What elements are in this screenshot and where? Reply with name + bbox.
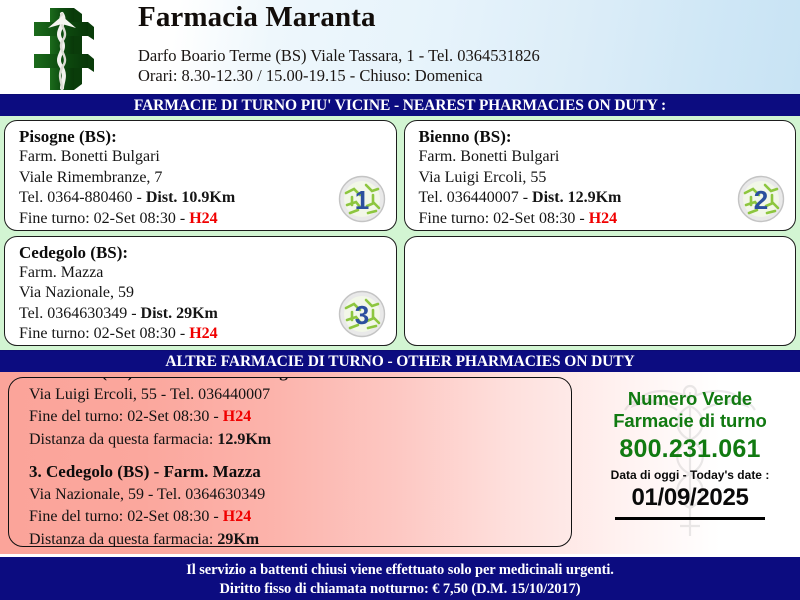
- info-panel-content: Numero Verde Farmacie di turno 800.231.0…: [580, 372, 800, 520]
- band-other-pharmacies: ALTRE FARMACIE DI TURNO - OTHER PHARMACI…: [0, 350, 800, 372]
- page-header: Farmacia Maranta Darfo Boario Terme (BS)…: [0, 0, 800, 94]
- other-distance-label: Distanza da questa farmacia:: [29, 530, 218, 547]
- map-badge-3-icon: 3: [338, 290, 386, 338]
- other-distance: Distanza da questa farmacia: 29Km: [29, 529, 571, 547]
- other-distance: Distanza da questa farmacia: 12.9Km: [29, 429, 571, 452]
- card-street: Viale Rimembranze, 7: [19, 168, 163, 186]
- other-h24-flag: H24: [222, 408, 252, 425]
- green-number-phone: 800.231.061: [619, 435, 761, 463]
- card-street: Via Nazionale, 59: [19, 284, 134, 301]
- caduceus-watermark-icon: [595, 376, 785, 553]
- card-h24-flag: H24: [189, 209, 218, 227]
- card-pharmacy: Farm. Mazza: [19, 263, 104, 281]
- other-address: Via Nazionale, 59 - Tel. 0364630349: [29, 485, 266, 503]
- nearest-card-4-empty[interactable]: [403, 235, 796, 346]
- pharmacy-cross-caduceus-logo-icon: [14, 2, 104, 92]
- page-footer: Il servizio a battenti chiusi viene effe…: [0, 557, 800, 600]
- other-pharmacies-section: 2. Bienno (BS) - Farm. Bonetti Bulgari V…: [0, 372, 800, 554]
- today-date-value: 01/09/2025: [631, 484, 749, 511]
- nearest-card-grid: Pisogne (BS): Farm. Bonetti Bulgari Vial…: [4, 120, 796, 346]
- card-tel: Tel. 0364-880460 -: [19, 189, 146, 206]
- card-tel-distance: Tel. 0364630349 - Dist. 29Km: [19, 304, 386, 325]
- card-distance: Dist. 29Km: [140, 304, 218, 322]
- footer-line-1: Il servizio a battenti chiusi viene effe…: [186, 562, 614, 578]
- scroll-content: 2. Bienno (BS) - Farm. Bonetti Bulgari V…: [29, 378, 571, 547]
- entry-spacer: [29, 451, 571, 461]
- other-address: Via Luigi Ercoli, 55 - Tel. 036440007: [29, 385, 271, 403]
- header-hours: Orari: 8.30-12.30 / 15.00-19.15 - Chiuso…: [138, 66, 483, 85]
- other-shift-text: Fine del turno: 02-Set 08:30 -: [29, 408, 223, 425]
- nearest-card-1[interactable]: Pisogne (BS): Farm. Bonetti Bulgari Vial…: [4, 120, 397, 231]
- today-date-label: Data di oggi - Today's date :: [610, 468, 770, 482]
- other-heading: 3. Cedegolo (BS) - Farm. Mazza: [29, 462, 261, 481]
- card-shift: Fine turno: 02-Set 08:30 - H24: [419, 209, 786, 230]
- page-title: Farmacia Maranta: [138, 1, 376, 33]
- card-tel: Tel. 0364630349 -: [19, 304, 141, 322]
- badge-number: 2: [754, 185, 768, 215]
- card-h24-flag: H24: [189, 325, 218, 342]
- nearest-card-2[interactable]: Bienno (BS): Farm. Bonetti Bulgari Via L…: [403, 120, 796, 231]
- date-underline-rule: [615, 517, 765, 520]
- header-address: Darfo Boario Terme (BS) Viale Tassara, 1…: [138, 46, 540, 65]
- card-distance: Dist. 12.9Km: [532, 189, 622, 206]
- card-town: Cedegolo (BS):: [19, 242, 129, 262]
- nearest-card-3[interactable]: Cedegolo (BS): Farm. Mazza Via Nazionale…: [4, 235, 397, 346]
- card-town: Bienno (BS):: [418, 127, 512, 146]
- card-tel: Tel. 036440007 -: [418, 189, 533, 206]
- other-shift: Fine del turno: 02-Set 08:30 - H24: [29, 506, 571, 529]
- other-h24-flag: H24: [222, 508, 252, 525]
- card-tel-distance: Tel. 0364-880460 - Dist. 10.9Km: [19, 188, 386, 209]
- footer-line-2: Diritto fisso di chiamata notturno: € 7,…: [219, 581, 581, 597]
- card-pharmacy: Farm. Bonetti Bulgari: [19, 148, 160, 165]
- card-h24-flag: H24: [588, 209, 618, 227]
- card-shift-text: Fine turno: 02-Set 08:30 -: [19, 209, 190, 227]
- card-shift: Fine turno: 02-Set 08:30 - H24: [19, 209, 386, 230]
- badge-number: 3: [354, 300, 368, 330]
- badge-number: 1: [354, 185, 368, 215]
- green-number-label-1: Numero Verde: [627, 388, 753, 409]
- card-street: Via Luigi Ercoli, 55: [418, 168, 547, 186]
- map-badge-1-icon: 1: [338, 175, 386, 223]
- card-pharmacy: Farm. Bonetti Bulgari: [418, 148, 560, 165]
- other-pharmacies-scroll-panel[interactable]: 2. Bienno (BS) - Farm. Bonetti Bulgari V…: [8, 377, 572, 547]
- card-shift: Fine turno: 02-Set 08:30 - H24: [19, 324, 386, 345]
- band-nearest-pharmacies: FARMACIE DI TURNO PIU' VICINE - NEAREST …: [0, 94, 800, 116]
- map-badge-2-icon: 2: [737, 175, 785, 223]
- green-number-label-2: Farmacie di turno: [613, 410, 767, 431]
- nearest-pharmacies-section: Pisogne (BS): Farm. Bonetti Bulgari Vial…: [0, 116, 800, 350]
- card-shift-text: Fine turno: 02-Set 08:30 -: [19, 325, 190, 342]
- other-distance-value: 12.9Km: [217, 430, 272, 448]
- other-shift: Fine del turno: 02-Set 08:30 - H24: [29, 406, 571, 429]
- card-distance: Dist. 10.9Km: [145, 189, 236, 206]
- card-tel-distance: Tel. 036440007 - Dist. 12.9Km: [419, 188, 786, 209]
- green-number-info-panel: Numero Verde Farmacie di turno 800.231.0…: [580, 372, 800, 554]
- other-distance-value: 29Km: [217, 530, 260, 547]
- other-shift-text: Fine del turno: 02-Set 08:30 -: [29, 508, 223, 525]
- clipped-heading: 2. Bienno (BS) - Farm. Bonetti Bulgari: [29, 378, 571, 384]
- other-distance-label: Distanza da questa farmacia:: [29, 430, 218, 448]
- card-shift-text: Fine turno: 02-Set 08:30 -: [418, 209, 589, 227]
- card-town: Pisogne (BS):: [19, 127, 117, 146]
